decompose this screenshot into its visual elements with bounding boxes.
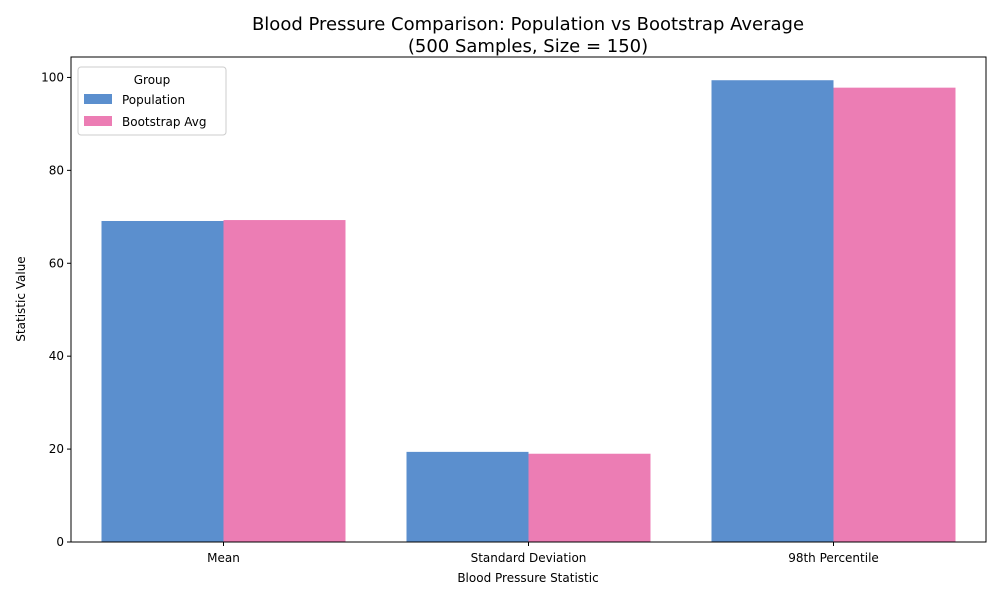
y-axis-ticks: 0 20 40 60 80 100 [41,70,71,549]
y-tick-label: 80 [49,163,64,177]
legend-swatch-bootstrap [84,116,112,126]
y-tick-label: 0 [56,535,64,549]
bars-layer [101,80,956,543]
bar-population-0 [101,220,224,543]
plot-frame [70,56,987,543]
legend-title: Group [134,73,171,87]
y-axis-label: Statistic Value [14,256,28,341]
y-tick-label: 40 [49,349,64,363]
bar-bootstrap-1 [528,453,651,542]
x-axis-label: Blood Pressure Statistic [457,571,598,585]
bar-population-2 [711,80,834,542]
y-tick-label: 100 [41,70,64,84]
y-tick-label: 60 [49,256,64,270]
x-tick-label: Standard Deviation [471,551,587,565]
legend-label-bootstrap: Bootstrap Avg [122,115,207,129]
y-tick-label: 20 [49,442,64,456]
chart-title: Blood Pressure Comparison: Population vs… [252,14,804,35]
bar-bootstrap-0 [223,220,346,542]
x-axis-ticks: Mean Standard Deviation 98th Percentile [207,542,879,565]
legend-box [77,66,227,136]
legend-swatch-population [84,94,112,104]
legend-label-population: Population [122,93,185,107]
chart-subtitle: (500 Samples, Size = 150) [408,36,648,57]
bar-population-1 [406,451,529,542]
bar-bootstrap-2 [833,87,956,542]
x-tick-label: 98th Percentile [788,551,879,565]
legend: Group Population Bootstrap Avg [77,66,227,136]
x-tick-label: Mean [207,551,240,565]
